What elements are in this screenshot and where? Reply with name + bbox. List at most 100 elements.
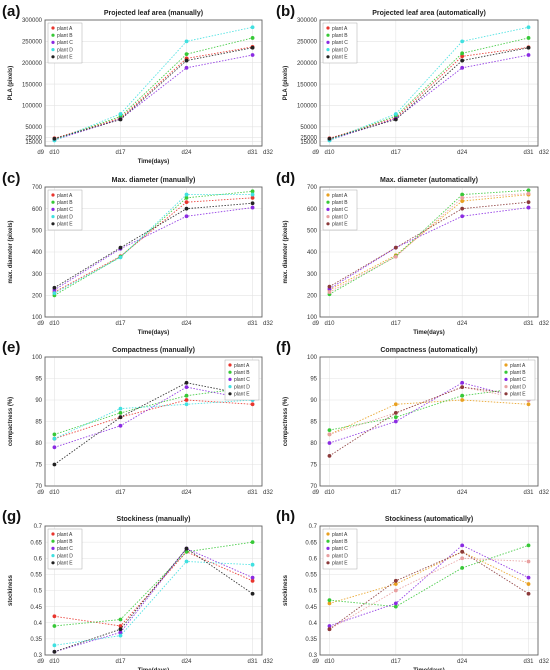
- data-point: [460, 51, 465, 56]
- data-point: [460, 549, 465, 554]
- data-point: [250, 562, 255, 567]
- legend-entry: plant D: [332, 553, 348, 559]
- panel-a: (a) Projected leaf area (manually)1500025…: [2, 3, 274, 165]
- x-tick-label: d32: [539, 150, 550, 156]
- series-line-plant-c: [54, 54, 253, 141]
- x-axis-label: Time(days): [138, 330, 170, 336]
- y-tick-label: 100: [307, 355, 318, 361]
- data-point: [184, 398, 189, 402]
- series-line-plant-e: [54, 547, 253, 653]
- data-point: [184, 380, 189, 385]
- series-line-plant-b: [54, 37, 253, 141]
- y-tick-label: 200: [32, 294, 43, 300]
- data-point: [250, 578, 255, 583]
- legend-entry: plant D: [57, 553, 73, 559]
- data-point: [393, 419, 398, 424]
- data-point: [327, 428, 332, 432]
- data-point: [52, 291, 57, 296]
- series-line-plant-d: [54, 26, 253, 141]
- data-point: [460, 393, 465, 398]
- x-tick-label: d32: [263, 659, 274, 665]
- data-point: [460, 566, 465, 570]
- x-tick-label: d32: [539, 321, 550, 327]
- x-tick-label: d17: [115, 321, 126, 327]
- y-tick-label: 700: [32, 185, 43, 191]
- data-point: [52, 436, 57, 441]
- chart-title: Compactness (automatically): [380, 347, 477, 354]
- series-line-plant-e: [329, 386, 529, 457]
- y-tick-label: 0.4: [309, 621, 318, 627]
- x-tick-label: d31: [248, 490, 259, 496]
- x-tick-label: d10: [324, 150, 335, 156]
- data-point: [184, 549, 189, 554]
- legend-marker: [326, 33, 330, 37]
- legend-entry: plant A: [332, 193, 348, 199]
- data-point: [250, 53, 255, 57]
- data-point: [118, 245, 123, 250]
- y-tick-label: 100000: [297, 104, 318, 110]
- data-point: [52, 136, 57, 141]
- y-tick-label: 0.45: [30, 605, 42, 611]
- legend-entry: plant A: [57, 532, 73, 538]
- legend-entry: plant D: [234, 384, 250, 390]
- data-point: [327, 601, 332, 606]
- x-tick-label: d17: [115, 490, 126, 496]
- chart-title: Stockiness (automatically): [385, 516, 473, 523]
- x-tick-label: d31: [524, 490, 535, 496]
- x-tick-label: d17: [115, 659, 126, 665]
- x-tick-label: d9: [37, 659, 44, 665]
- series-line-plant-e: [54, 47, 253, 140]
- series-line-plant-d: [54, 399, 253, 440]
- data-point: [460, 39, 465, 44]
- y-tick-label: 0.7: [34, 524, 43, 530]
- x-tick-label: d31: [524, 659, 535, 665]
- data-point: [118, 117, 123, 122]
- y-tick-label: 70: [35, 484, 42, 490]
- y-tick-label: 100000: [22, 104, 43, 110]
- series-line-plant-c: [329, 207, 529, 290]
- data-point: [526, 543, 531, 548]
- y-axis-label: PLA (pixels): [283, 66, 289, 100]
- y-tick-label: 25000: [25, 136, 42, 142]
- y-tick-label: 0.45: [305, 605, 317, 611]
- legend-entry: plant C: [57, 40, 73, 46]
- legend-entry: plant C: [332, 40, 348, 46]
- series-line-plant-c: [329, 544, 529, 627]
- panel-b: (b) Projected leaf area (automatically) 15…: [276, 3, 550, 156]
- panel-g: (g) Stockiness (manually) 0.3 0.35 0.4 0.45 0.…: [2, 508, 274, 670]
- y-tick-label: 600: [32, 207, 43, 213]
- legend-entry: plant D: [57, 47, 73, 53]
- y-tick-label: 250000: [297, 40, 318, 46]
- legend-marker: [326, 200, 330, 204]
- y-tick-label: 0.65: [30, 540, 42, 546]
- y-tick-label: 150000: [22, 82, 43, 88]
- x-tick-label: d10: [49, 490, 60, 496]
- legend-marker: [326, 546, 330, 551]
- plot-frame: [319, 525, 539, 656]
- series-line-plant-c: [329, 54, 529, 141]
- series-line-plant-b: [54, 386, 253, 435]
- x-tick-label: d9: [37, 490, 44, 496]
- panel-label: (h): [276, 508, 295, 525]
- x-tick-label: d24: [457, 150, 468, 156]
- data-point: [526, 559, 531, 564]
- legend-entry: plant B: [332, 200, 348, 206]
- plot-frame: [44, 525, 263, 656]
- y-tick-label: 200000: [297, 61, 318, 67]
- data-point: [327, 284, 332, 289]
- legend-entry: plant B: [332, 539, 348, 545]
- series-line-plant-b: [329, 544, 529, 608]
- y-tick-label: 500: [32, 229, 43, 235]
- legend-marker: [326, 215, 330, 219]
- legend-entry: plant D: [57, 214, 73, 220]
- data-point: [327, 441, 332, 445]
- x-tick-label: d17: [391, 150, 402, 156]
- y-axis-label: max. diameter (pixels): [8, 220, 14, 283]
- data-point: [118, 112, 123, 116]
- y-axis-label: compactness (%): [8, 397, 14, 446]
- data-point: [118, 633, 123, 638]
- legend-entry: plant B: [234, 370, 250, 376]
- legend-entry: plant A: [234, 363, 250, 369]
- data-point: [250, 192, 255, 197]
- data-point: [526, 402, 531, 407]
